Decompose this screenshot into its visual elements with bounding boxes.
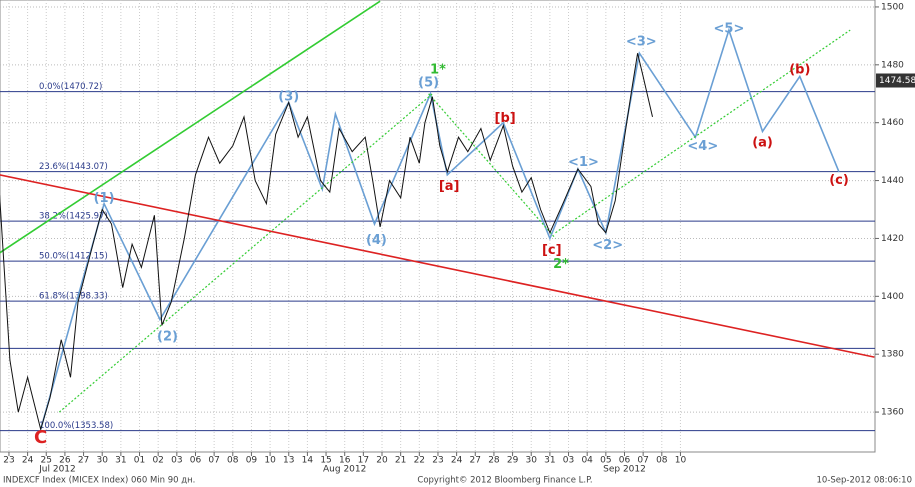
x-tick-label: 30 — [526, 456, 538, 466]
fib-label: 0.0%(1470.72) — [39, 82, 102, 92]
x-tick-label: 23 — [432, 456, 443, 466]
x-tick-label: 01 — [134, 456, 145, 466]
wave-label: (a) — [752, 136, 773, 151]
x-tick-label: 08 — [656, 456, 668, 466]
wave-label: (c) — [829, 173, 849, 188]
x-tick-label: 29 — [507, 456, 519, 466]
x-tick-label: 31 — [544, 456, 555, 466]
wave-label: (5) — [418, 76, 439, 91]
x-tick-label: 07 — [208, 456, 219, 466]
wave-line — [428, 93, 556, 239]
wave-label: (4) — [366, 233, 387, 248]
fib-label: 61.8%(1398.33) — [39, 292, 108, 302]
lines — [0, 0, 875, 432]
x-tick-label: 23 — [3, 456, 14, 466]
wave-label: 2* — [553, 257, 569, 272]
x-tick-label: 24 — [451, 456, 463, 466]
wave-label: <5> — [714, 21, 745, 36]
price-line — [0, 53, 653, 432]
wave-label: 1* — [430, 63, 446, 78]
y-tick-label: 1480 — [881, 60, 904, 70]
x-tick-label: 10 — [264, 456, 276, 466]
annotations: C (1) (2) (3) (4) (5)1* 2* [a] [b] [c] <1> <2> <3> <4… — [34, 21, 849, 448]
y-tick-label: 1460 — [881, 118, 904, 128]
wave-label: [c] — [542, 243, 562, 258]
x-tick-label: 27 — [470, 456, 481, 466]
x-tick-label: 13 — [283, 456, 294, 466]
x-tick-label: 16 — [339, 456, 351, 466]
month-label: Aug 2012 — [323, 465, 366, 475]
wave-label: <2> — [592, 238, 623, 253]
wave-label: C — [34, 427, 47, 448]
y-tick-label: 1400 — [881, 292, 904, 302]
footer-title: INDEXCF Index (MICEX Index) 060 Min 90 д… — [3, 476, 195, 486]
wave-label: <1> — [568, 155, 599, 170]
x-tick-label: 15 — [320, 456, 331, 466]
x-tick-label: 22 — [414, 456, 425, 466]
x-tick-label: 06 — [619, 456, 631, 466]
x-tick-label: 04 — [581, 456, 593, 466]
x-tick-label: 26 — [59, 456, 71, 466]
wave-label: <3> — [626, 34, 657, 49]
wave-label: (2) — [157, 329, 178, 344]
wave-label: (1) — [94, 191, 115, 206]
last-price: 1474.58 — [879, 76, 915, 86]
wave-label: <4> — [687, 139, 718, 154]
y-tick-label: 1360 — [881, 408, 904, 418]
fib-label: 23.6%(1443.07) — [39, 162, 108, 172]
wave-label: [a] — [439, 179, 460, 194]
x-tick-label: 10 — [675, 456, 687, 466]
timestamp: 10-Sep-2012 08:06:10 — [817, 476, 912, 486]
y-tick-label: 1500 — [881, 2, 904, 12]
x-tick-label: 21 — [395, 456, 406, 466]
fib-label: 100.0%(1353.58) — [39, 421, 113, 431]
x-tick-label: 03 — [563, 456, 574, 466]
grid — [0, 0, 875, 452]
x-tick-label: 03 — [171, 456, 182, 466]
x-tick-label: 07 — [637, 456, 648, 466]
levels: 0.0%(1470.72) 23.6%(1443.07) 38.2%(1425.97… — [0, 82, 875, 432]
x-tick-label: 31 — [115, 456, 126, 466]
wave-line — [0, 0, 381, 254]
fib-label: 38.2%(1425.97) — [39, 212, 108, 222]
x-tick-label: 28 — [488, 456, 500, 466]
wave-line — [58, 93, 433, 413]
month-label: Jul 2012 — [38, 465, 76, 475]
month-label: Sep 2012 — [603, 465, 646, 475]
x-tick-label: 30 — [96, 456, 108, 466]
copyright: Copyright© 2012 Bloomberg Finance L.P. — [417, 476, 592, 486]
x-tick-label: 05 — [600, 456, 611, 466]
y-tick-label: 1420 — [881, 234, 904, 244]
x-tick-label: 14 — [302, 456, 314, 466]
x-tick-label: 25 — [41, 456, 52, 466]
x-tick-label: 08 — [227, 456, 239, 466]
y-tick-label: 1440 — [881, 176, 904, 186]
x-tick-label: 24 — [22, 456, 34, 466]
x-tick-label: 20 — [376, 456, 388, 466]
x-tick-label: 06 — [190, 456, 202, 466]
wave-label: [b] — [495, 111, 516, 126]
x-tick-label: 27 — [78, 456, 89, 466]
y-tick-label: 1380 — [881, 350, 904, 360]
x-tick-label: 17 — [358, 456, 369, 466]
fib-label: 50.0%(1412.15) — [39, 252, 108, 262]
wave-label: (b) — [789, 63, 810, 78]
last-price-box — [876, 73, 915, 88]
x-tick-label: 09 — [246, 456, 258, 466]
wave-label: (3) — [278, 90, 299, 105]
wave-line — [0, 174, 875, 358]
x-tick-label: 02 — [152, 456, 163, 466]
